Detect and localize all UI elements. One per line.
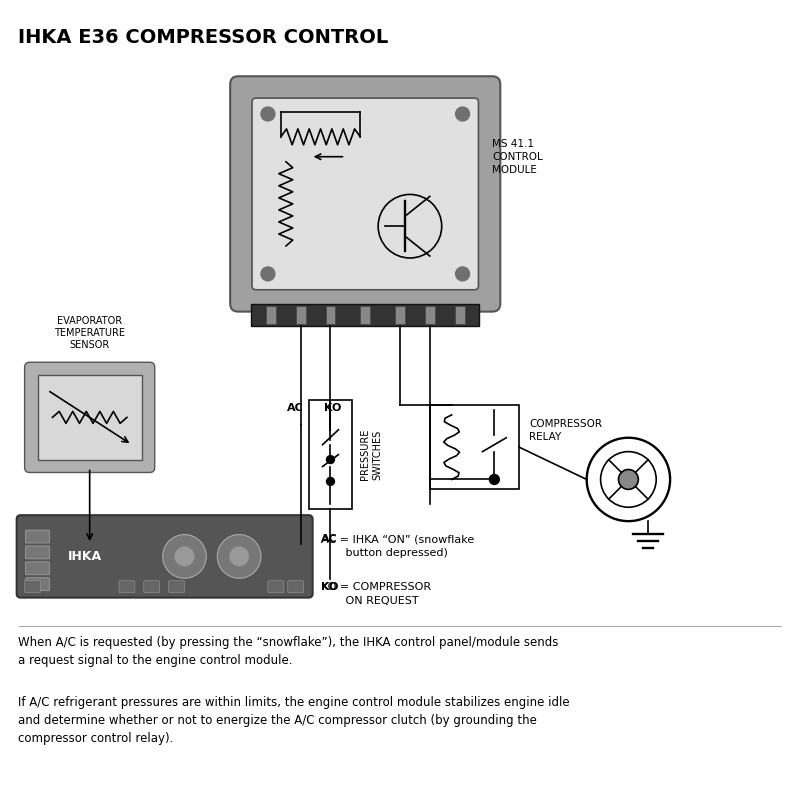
FancyBboxPatch shape [26, 546, 50, 559]
Bar [454, 306, 465, 323]
FancyBboxPatch shape [25, 581, 41, 593]
FancyBboxPatch shape [144, 581, 160, 593]
Text: IHKA: IHKA [68, 550, 102, 563]
Bar [251, 304, 479, 326]
Bar [425, 306, 434, 323]
FancyBboxPatch shape [288, 581, 304, 593]
Text: IHKA E36 COMPRESSOR CONTROL: IHKA E36 COMPRESSOR CONTROL [18, 28, 388, 46]
FancyBboxPatch shape [268, 581, 284, 593]
Text: When A/C is requested (by pressing the “snowflake”), the IHKA control panel/modu: When A/C is requested (by pressing the “… [18, 636, 558, 667]
Circle shape [162, 534, 206, 578]
Text: COMPRESSOR
RELAY: COMPRESSOR RELAY [529, 418, 602, 442]
Bar [309, 400, 352, 510]
Text: EVAPORATOR
TEMPERATURE
SENSOR: EVAPORATOR TEMPERATURE SENSOR [54, 315, 125, 350]
Circle shape [326, 478, 334, 486]
Text: MS 41.1
CONTROL
MODULE: MS 41.1 CONTROL MODULE [492, 139, 543, 175]
Circle shape [261, 107, 275, 121]
Bar [266, 306, 276, 323]
Circle shape [174, 546, 194, 566]
Text: KO = COMPRESSOR
       ON REQUEST: KO = COMPRESSOR ON REQUEST [321, 582, 430, 606]
Bar [326, 306, 335, 323]
FancyBboxPatch shape [169, 581, 185, 593]
Text: If A/C refrigerant pressures are within limits, the engine control module stabil: If A/C refrigerant pressures are within … [18, 696, 570, 745]
Text: KO: KO [321, 582, 338, 592]
FancyBboxPatch shape [17, 515, 313, 598]
FancyBboxPatch shape [26, 562, 50, 574]
Circle shape [261, 267, 275, 281]
Circle shape [618, 470, 638, 490]
FancyBboxPatch shape [119, 581, 135, 593]
Text: KO: KO [324, 403, 341, 413]
FancyBboxPatch shape [252, 98, 478, 290]
Bar [296, 306, 306, 323]
Circle shape [326, 456, 334, 463]
Text: AC: AC [321, 534, 338, 544]
Circle shape [229, 546, 249, 566]
FancyBboxPatch shape [26, 530, 50, 543]
Bar [38, 375, 142, 459]
Text: AC: AC [287, 403, 304, 413]
Bar [430, 405, 519, 490]
Bar [360, 306, 370, 323]
FancyBboxPatch shape [230, 76, 500, 312]
FancyBboxPatch shape [25, 362, 154, 473]
Circle shape [490, 474, 499, 485]
Bar [395, 306, 405, 323]
Circle shape [456, 267, 470, 281]
Text: AC = IHKA “ON” (snowflake
       button depressed): AC = IHKA “ON” (snowflake button depress… [321, 534, 474, 558]
FancyBboxPatch shape [26, 578, 50, 590]
Circle shape [218, 534, 261, 578]
Text: PRESSURE
SWITCHES: PRESSURE SWITCHES [360, 429, 382, 480]
Circle shape [456, 107, 470, 121]
